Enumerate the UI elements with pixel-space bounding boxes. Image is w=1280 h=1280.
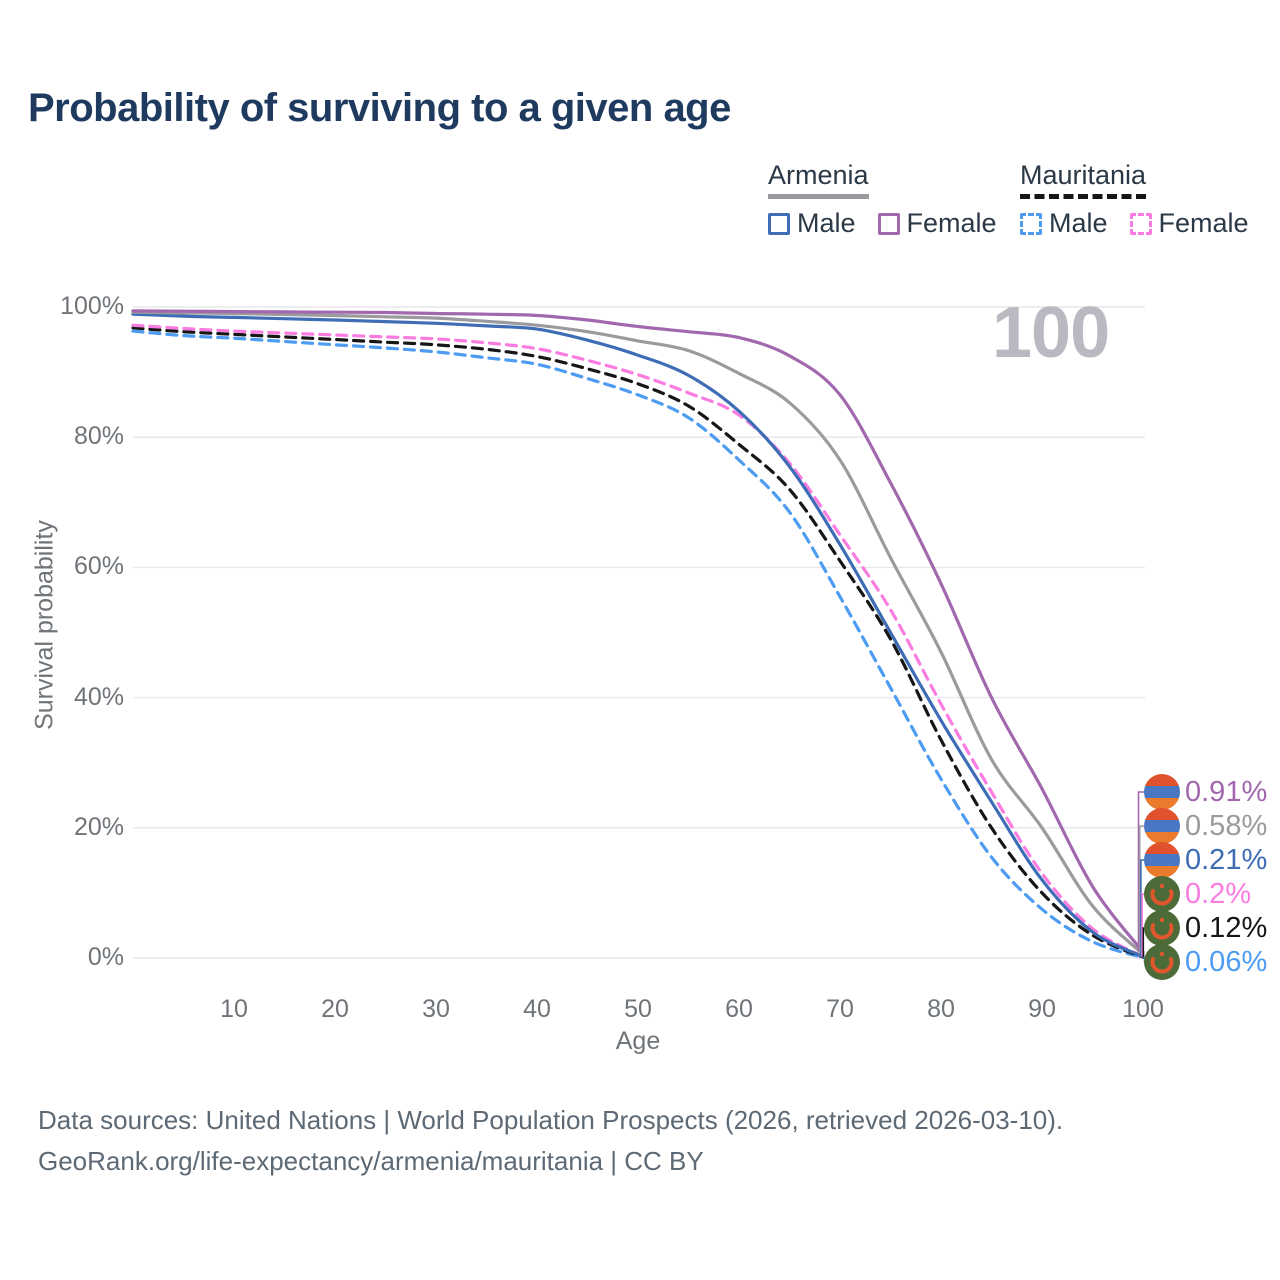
legend-item-mauritania-male[interactable]: Male bbox=[1020, 208, 1108, 239]
legend-items-mauritania: Male Female bbox=[1020, 208, 1249, 239]
end-label-row-mauritania-both: 0.12% bbox=[1144, 910, 1267, 946]
x-tick-50: 50 bbox=[624, 995, 652, 1023]
end-label-row-mauritania-male: 0.06% bbox=[1144, 944, 1267, 980]
end-label-row-armenia-male: 0.21% bbox=[1144, 842, 1267, 878]
x-tick-70: 70 bbox=[826, 995, 854, 1023]
legend-label: Female bbox=[906, 208, 997, 238]
footer-sources: Data sources: United Nations | World Pop… bbox=[38, 1105, 1064, 1135]
x-tick-20: 20 bbox=[321, 995, 349, 1023]
end-label-connector-armenia-female bbox=[1137, 791, 1146, 953]
y-tick-80%: 80% bbox=[73, 422, 124, 451]
legend-group-mauritania: Mauritania Male Female bbox=[1020, 160, 1249, 239]
y-tick-20%: 20% bbox=[73, 812, 124, 841]
legend-item-armenia-male[interactable]: Male bbox=[768, 208, 856, 239]
x-tick-90: 90 bbox=[1028, 995, 1056, 1023]
end-label-connector-armenia-both bbox=[1138, 825, 1146, 955]
armenia-flag-icon bbox=[1144, 808, 1180, 844]
legend-country-mauritania[interactable]: Mauritania bbox=[1020, 160, 1147, 199]
y-tick-0%: 0% bbox=[87, 943, 124, 971]
legend-country-armenia[interactable]: Armenia bbox=[768, 160, 869, 199]
armenia-male-swatch[interactable] bbox=[768, 212, 790, 235]
legend-label: Male bbox=[797, 208, 856, 238]
x-tick-80: 80 bbox=[927, 995, 955, 1023]
end-value-armenia-male: 0.21% bbox=[1185, 843, 1268, 876]
page-title: Probability of surviving to a given age bbox=[28, 86, 731, 130]
y-tick-60%: 60% bbox=[73, 552, 124, 581]
footer: Data sources: United Nations | World Pop… bbox=[38, 1100, 1063, 1182]
mauritania-flag-icon bbox=[1144, 944, 1180, 980]
series-curve-armenia-both[interactable] bbox=[131, 310, 1145, 956]
series-curve-mauritania-both[interactable] bbox=[131, 326, 1145, 959]
armenia-flag-icon bbox=[1144, 842, 1180, 878]
end-value-mauritania-female: 0.2% bbox=[1185, 877, 1252, 910]
legend-label: Female bbox=[1158, 208, 1249, 238]
armenia-flag-icon bbox=[1144, 774, 1180, 810]
legend-group-armenia: Armenia Male Female bbox=[768, 160, 997, 239]
legend-item-mauritania-female[interactable]: Female bbox=[1129, 208, 1249, 239]
mauritania-male-swatch[interactable] bbox=[1020, 212, 1042, 235]
end-label-row-armenia-female: 0.91% bbox=[1144, 774, 1267, 810]
series-curve-mauritania-female[interactable] bbox=[131, 323, 1145, 959]
x-tick-60: 60 bbox=[725, 995, 753, 1023]
legend-items-armenia: Male Female bbox=[768, 208, 997, 239]
x-tick-40: 40 bbox=[523, 995, 551, 1023]
x-tick-30: 30 bbox=[422, 995, 450, 1023]
watermark-age-100: 100 bbox=[992, 293, 1110, 373]
x-tick-100: 100 bbox=[1122, 995, 1164, 1023]
end-value-armenia-female: 0.91% bbox=[1185, 775, 1268, 808]
y-tick-40%: 40% bbox=[73, 682, 124, 711]
y-tick-100%: 100% bbox=[60, 292, 124, 320]
end-label-row-mauritania-female: 0.2% bbox=[1144, 876, 1251, 912]
mauritania-flag-icon bbox=[1144, 910, 1180, 946]
end-value-mauritania-both: 0.12% bbox=[1185, 911, 1268, 944]
mauritania-flag-icon bbox=[1144, 876, 1180, 912]
mauritania-female-swatch[interactable] bbox=[1129, 212, 1152, 235]
end-value-mauritania-male: 0.06% bbox=[1185, 945, 1268, 978]
legend-item-armenia-female[interactable]: Female bbox=[877, 208, 997, 239]
series-curve-armenia-male[interactable] bbox=[131, 312, 1145, 959]
end-label-row-armenia-both: 0.58% bbox=[1144, 808, 1267, 844]
footer-link: GeoRank.org/life-expectancy/armenia/maur… bbox=[38, 1146, 704, 1176]
end-value-armenia-both: 0.58% bbox=[1185, 809, 1268, 842]
series-curve-mauritania-male[interactable] bbox=[131, 329, 1145, 960]
x-tick-10: 10 bbox=[220, 995, 248, 1023]
x-axis-title: Age bbox=[615, 1027, 661, 1055]
armenia-female-swatch[interactable] bbox=[877, 212, 900, 235]
legend-label: Male bbox=[1049, 208, 1108, 238]
series-curve-armenia-female[interactable] bbox=[131, 309, 1145, 954]
